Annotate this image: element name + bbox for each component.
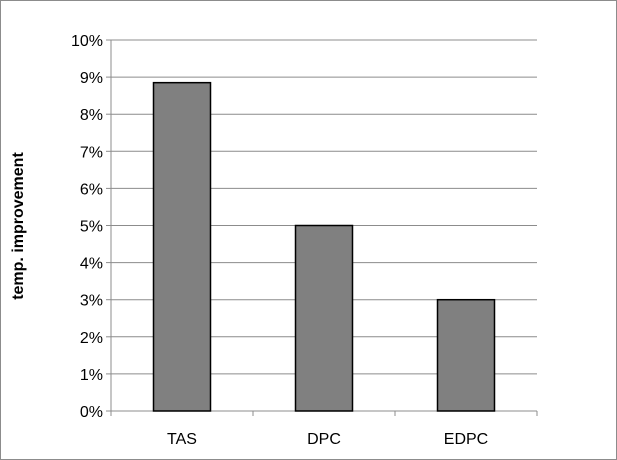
y-axis-label: temp. improvement: [10, 152, 27, 300]
y-tick-label: 10%: [71, 33, 103, 50]
y-tick-label: 7%: [80, 144, 103, 161]
y-tick-label: 3%: [80, 293, 103, 310]
bar-tas: [152, 81, 212, 412]
y-tick-label: 8%: [80, 107, 103, 124]
y-tick-label: 6%: [80, 181, 103, 198]
bars: [152, 81, 496, 412]
y-tick-label: 1%: [80, 367, 103, 384]
y-tick-label: 9%: [80, 70, 103, 87]
labels: 0% 1% 2% 3% 4% 5% 6% 7% 8% 9% 10% TAS DPC EDPC: [71, 33, 488, 448]
y-tick-label: 5%: [80, 219, 103, 236]
y-tick-label: 4%: [80, 256, 103, 273]
x-tick-label: EDPC: [444, 431, 488, 448]
bar-dpc: [294, 224, 354, 412]
x-tick-label: TAS: [167, 431, 197, 448]
y-tick-label: 0%: [80, 404, 103, 421]
y-tick-label: 2%: [80, 330, 103, 347]
x-tick-label: DPC: [307, 431, 341, 448]
bar-edpc: [436, 298, 496, 412]
